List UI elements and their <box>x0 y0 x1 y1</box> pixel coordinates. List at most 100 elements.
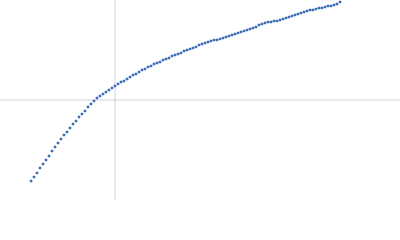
point <box>35 171 39 175</box>
point <box>164 57 168 61</box>
point <box>278 18 282 22</box>
point <box>158 60 162 64</box>
point <box>182 49 186 53</box>
point <box>218 37 222 41</box>
point <box>107 88 111 92</box>
point <box>56 141 60 145</box>
point <box>53 145 57 149</box>
point <box>251 26 255 30</box>
point <box>137 70 141 74</box>
point <box>215 38 219 42</box>
point <box>209 39 213 43</box>
point <box>311 8 315 12</box>
point <box>197 43 201 47</box>
point <box>122 79 126 83</box>
point <box>329 4 333 8</box>
point <box>125 77 129 81</box>
point <box>71 122 75 126</box>
point <box>41 162 45 166</box>
point <box>275 19 279 23</box>
point <box>191 46 195 50</box>
point <box>86 105 90 109</box>
point <box>320 6 324 10</box>
point <box>170 54 174 58</box>
point <box>98 94 102 98</box>
point <box>302 10 306 14</box>
point <box>323 5 327 9</box>
point <box>146 65 150 69</box>
point <box>62 133 66 137</box>
point <box>260 22 264 26</box>
point <box>89 102 93 106</box>
point <box>128 75 132 79</box>
point <box>101 92 105 96</box>
point <box>77 115 81 119</box>
point <box>38 166 42 170</box>
point <box>185 48 189 52</box>
point <box>272 19 276 23</box>
point <box>290 14 294 18</box>
point <box>239 30 243 34</box>
point <box>200 42 204 46</box>
point <box>74 119 78 123</box>
point <box>287 15 291 19</box>
point <box>110 86 114 90</box>
point <box>68 126 72 130</box>
page: (() => { const data = JSON.parse(documen… <box>0 0 400 200</box>
point <box>293 13 297 17</box>
chart <box>0 0 400 200</box>
point <box>206 40 210 44</box>
point <box>119 80 123 84</box>
point <box>284 16 288 20</box>
point <box>140 68 144 72</box>
point <box>230 33 234 37</box>
point <box>338 0 342 4</box>
point <box>212 38 216 42</box>
point <box>80 112 84 116</box>
point <box>83 109 87 113</box>
point <box>188 47 192 51</box>
point <box>314 7 318 11</box>
point <box>326 4 330 8</box>
point <box>233 32 237 36</box>
point <box>44 158 48 162</box>
point <box>266 20 270 24</box>
point <box>59 137 63 141</box>
point <box>227 34 231 38</box>
point <box>176 52 180 56</box>
point <box>221 36 225 40</box>
point <box>224 35 228 39</box>
point <box>149 64 153 68</box>
point <box>254 25 258 29</box>
point <box>104 90 108 94</box>
point <box>335 2 339 6</box>
point <box>269 20 273 24</box>
point <box>332 3 336 7</box>
point <box>50 149 54 153</box>
point <box>113 84 117 88</box>
point <box>131 73 135 77</box>
point <box>155 61 159 65</box>
point <box>296 12 300 16</box>
point <box>29 179 33 183</box>
point <box>116 82 120 86</box>
point <box>308 8 312 12</box>
point <box>161 58 165 62</box>
point <box>95 96 99 100</box>
point <box>245 28 249 32</box>
point <box>257 23 261 27</box>
point <box>134 72 138 76</box>
point <box>203 41 207 45</box>
point <box>242 29 246 33</box>
point <box>32 175 36 179</box>
point <box>65 130 69 134</box>
point <box>317 6 321 10</box>
point <box>152 62 156 66</box>
point <box>194 45 198 49</box>
point <box>263 21 267 25</box>
point <box>305 9 309 13</box>
point <box>92 99 96 103</box>
point <box>248 27 252 31</box>
point <box>179 51 183 55</box>
point <box>299 11 303 15</box>
